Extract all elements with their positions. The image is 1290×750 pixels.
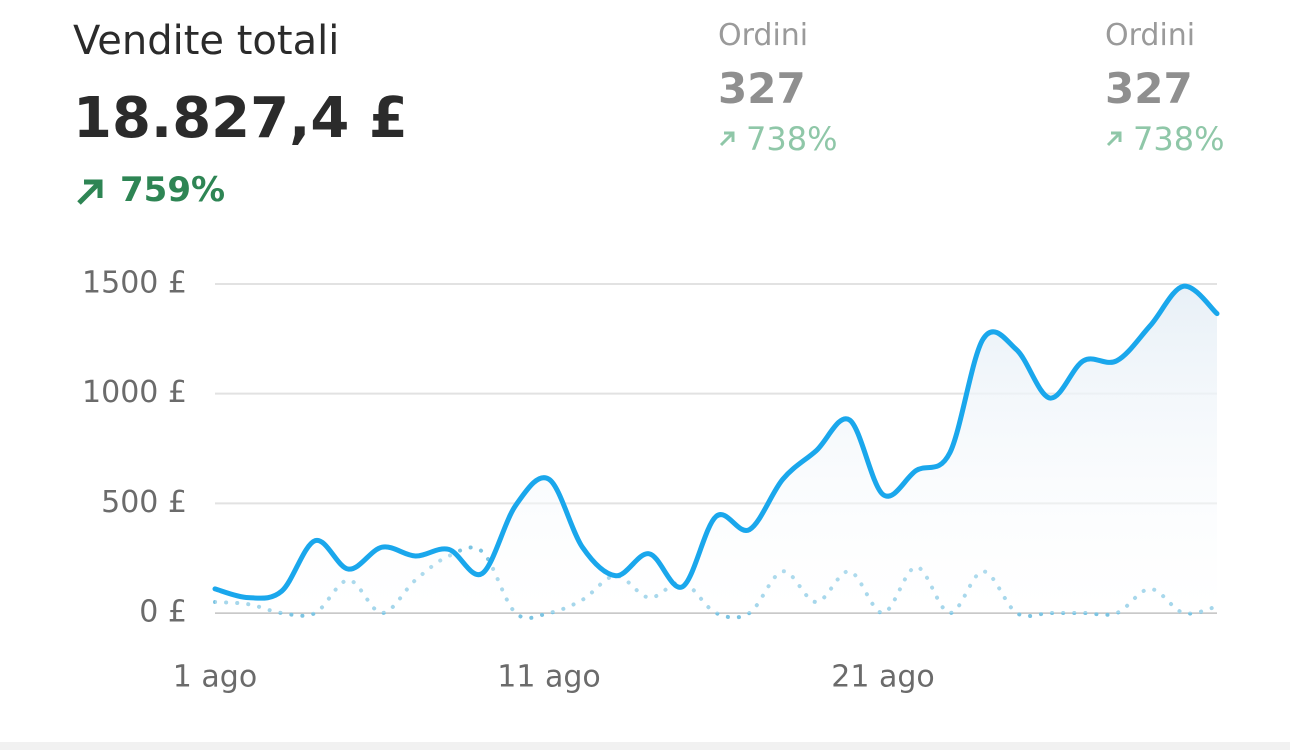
stat-value: 327 bbox=[1105, 64, 1193, 113]
stat-change: 738% bbox=[1133, 120, 1225, 158]
total-value: 18.827,4 £ bbox=[73, 86, 408, 151]
y-tick-label: 500 £ bbox=[101, 485, 187, 520]
x-tick-label: 21 ago bbox=[831, 660, 935, 695]
y-tick-label: 0 £ bbox=[139, 595, 187, 630]
up-arrow-icon bbox=[1106, 131, 1122, 147]
total-change: 759% bbox=[120, 170, 226, 210]
bottom-bar bbox=[0, 742, 1290, 750]
up-arrow-icon bbox=[77, 179, 103, 205]
stat-label: Ordini bbox=[718, 18, 809, 53]
stat-value: 327 bbox=[718, 64, 806, 113]
x-tick-label: 1 ago bbox=[173, 660, 257, 695]
y-tick-label: 1500 £ bbox=[82, 266, 187, 301]
x-tick-label: 11 ago bbox=[497, 660, 601, 695]
card-title: Vendite totali bbox=[73, 18, 340, 64]
stat-change: 738% bbox=[746, 120, 838, 158]
up-arrow-icon bbox=[719, 131, 735, 147]
y-tick-label: 1000 £ bbox=[82, 375, 187, 410]
area bbox=[215, 286, 1217, 613]
sales-line bbox=[212, 283, 1220, 601]
stat-label: Ordini bbox=[1105, 18, 1196, 53]
